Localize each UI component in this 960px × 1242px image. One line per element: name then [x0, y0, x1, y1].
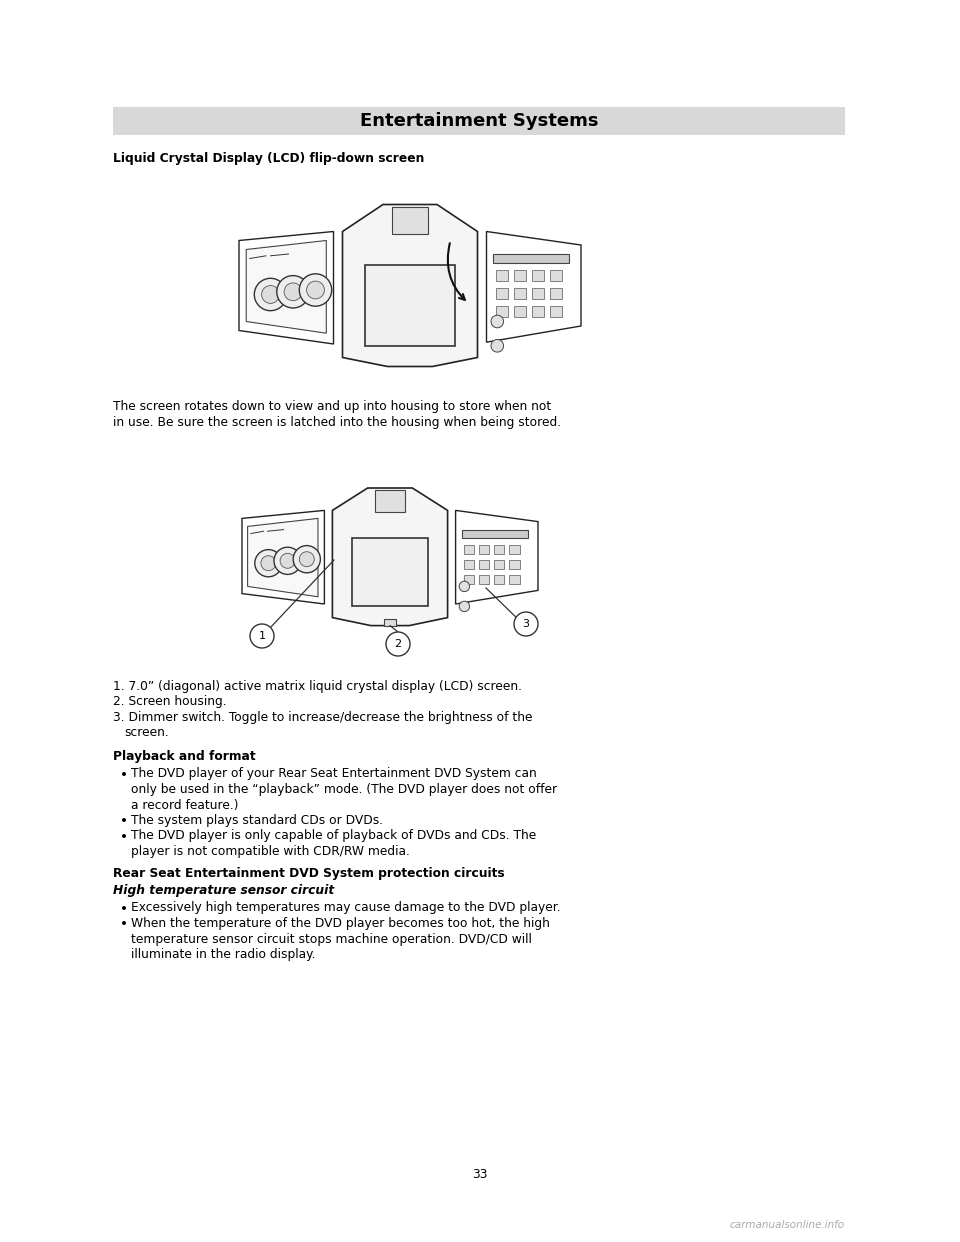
- Text: 3. Dimmer switch. Toggle to increase/decrease the brightness of the: 3. Dimmer switch. Toggle to increase/dec…: [113, 710, 533, 724]
- Polygon shape: [332, 488, 447, 626]
- Text: 33: 33: [472, 1167, 488, 1181]
- Text: illuminate in the radio display.: illuminate in the radio display.: [132, 948, 316, 961]
- Bar: [509, 545, 519, 554]
- Circle shape: [284, 283, 301, 301]
- Text: The screen rotates down to view and up into housing to store when not: The screen rotates down to view and up i…: [113, 400, 552, 414]
- Text: •: •: [120, 768, 128, 781]
- Text: 2: 2: [395, 638, 401, 650]
- Text: Rear Seat Entertainment DVD System protection circuits: Rear Seat Entertainment DVD System prote…: [113, 867, 505, 879]
- Circle shape: [261, 555, 276, 570]
- Circle shape: [300, 273, 332, 307]
- Circle shape: [386, 632, 410, 656]
- Text: temperature sensor circuit stops machine operation. DVD/CD will: temperature sensor circuit stops machine…: [132, 933, 533, 945]
- Bar: [492, 255, 569, 263]
- Bar: [365, 265, 455, 345]
- Circle shape: [459, 601, 469, 611]
- Bar: [549, 288, 563, 299]
- Circle shape: [254, 550, 282, 576]
- Polygon shape: [239, 231, 333, 344]
- Text: in use. Be sure the screen is latched into the housing when being stored.: in use. Be sure the screen is latched in…: [113, 416, 562, 428]
- Text: •: •: [120, 830, 128, 843]
- Bar: [464, 545, 474, 554]
- Text: High temperature sensor circuit: High temperature sensor circuit: [113, 884, 334, 897]
- Circle shape: [261, 286, 279, 303]
- Text: only be used in the “playback” mode. (The DVD player does not offer: only be used in the “playback” mode. (Th…: [132, 782, 558, 796]
- Bar: [479, 560, 490, 569]
- Polygon shape: [242, 510, 324, 604]
- Text: player is not compatible with CDR/RW media.: player is not compatible with CDR/RW med…: [132, 845, 410, 858]
- Bar: [352, 538, 427, 606]
- Circle shape: [280, 554, 295, 569]
- Text: 2. Screen housing.: 2. Screen housing.: [113, 696, 227, 708]
- Bar: [479, 545, 490, 554]
- Text: •: •: [120, 902, 128, 915]
- Bar: [514, 307, 526, 317]
- Polygon shape: [374, 489, 405, 512]
- Bar: [532, 271, 544, 281]
- Text: Liquid Crystal Display (LCD) flip-down screen: Liquid Crystal Display (LCD) flip-down s…: [113, 152, 424, 165]
- Bar: [509, 560, 519, 569]
- Bar: [495, 307, 508, 317]
- Circle shape: [459, 581, 469, 591]
- Circle shape: [491, 339, 504, 351]
- Text: •: •: [120, 814, 128, 828]
- Polygon shape: [248, 518, 318, 597]
- Bar: [532, 288, 544, 299]
- Bar: [549, 271, 563, 281]
- Bar: [479, 575, 490, 584]
- Text: Entertainment Systems: Entertainment Systems: [360, 112, 598, 130]
- Circle shape: [300, 551, 314, 566]
- Circle shape: [254, 278, 287, 310]
- Polygon shape: [487, 231, 581, 343]
- Bar: [494, 545, 504, 554]
- Text: Playback and format: Playback and format: [113, 750, 256, 763]
- Circle shape: [250, 623, 274, 648]
- Bar: [549, 307, 563, 317]
- Text: Excessively high temperatures may cause damage to the DVD player.: Excessively high temperatures may cause …: [132, 902, 561, 914]
- Text: The DVD player is only capable of playback of DVDs and CDs. The: The DVD player is only capable of playba…: [132, 830, 537, 842]
- Bar: [113, 107, 845, 135]
- Bar: [495, 271, 508, 281]
- Bar: [495, 288, 508, 299]
- Circle shape: [514, 612, 538, 636]
- Text: 1. 7.0” (diagonal) active matrix liquid crystal display (LCD) screen.: 1. 7.0” (diagonal) active matrix liquid …: [113, 681, 522, 693]
- Text: •: •: [120, 917, 128, 932]
- Circle shape: [274, 548, 301, 574]
- Bar: [494, 575, 504, 584]
- Text: a record feature.): a record feature.): [132, 799, 239, 811]
- Bar: [384, 620, 396, 626]
- Polygon shape: [392, 207, 428, 235]
- Polygon shape: [246, 241, 326, 333]
- Text: screen.: screen.: [124, 727, 169, 739]
- Circle shape: [491, 315, 504, 328]
- Bar: [514, 288, 526, 299]
- Text: The system plays standard CDs or DVDs.: The system plays standard CDs or DVDs.: [132, 814, 384, 827]
- Text: 3: 3: [522, 619, 530, 628]
- Bar: [532, 307, 544, 317]
- Text: 1: 1: [258, 631, 266, 641]
- Bar: [514, 271, 526, 281]
- Bar: [494, 560, 504, 569]
- Bar: [464, 575, 474, 584]
- Circle shape: [293, 545, 321, 573]
- Circle shape: [306, 281, 324, 299]
- Circle shape: [276, 276, 309, 308]
- Bar: [464, 560, 474, 569]
- Text: When the temperature of the DVD player becomes too hot, the high: When the temperature of the DVD player b…: [132, 917, 550, 930]
- Bar: [509, 575, 519, 584]
- Text: The DVD player of your Rear Seat Entertainment DVD System can: The DVD player of your Rear Seat Enterta…: [132, 768, 538, 780]
- Polygon shape: [343, 205, 477, 366]
- Bar: [462, 530, 528, 538]
- Text: carmanualsonline.info: carmanualsonline.info: [730, 1220, 845, 1230]
- Polygon shape: [456, 510, 538, 604]
